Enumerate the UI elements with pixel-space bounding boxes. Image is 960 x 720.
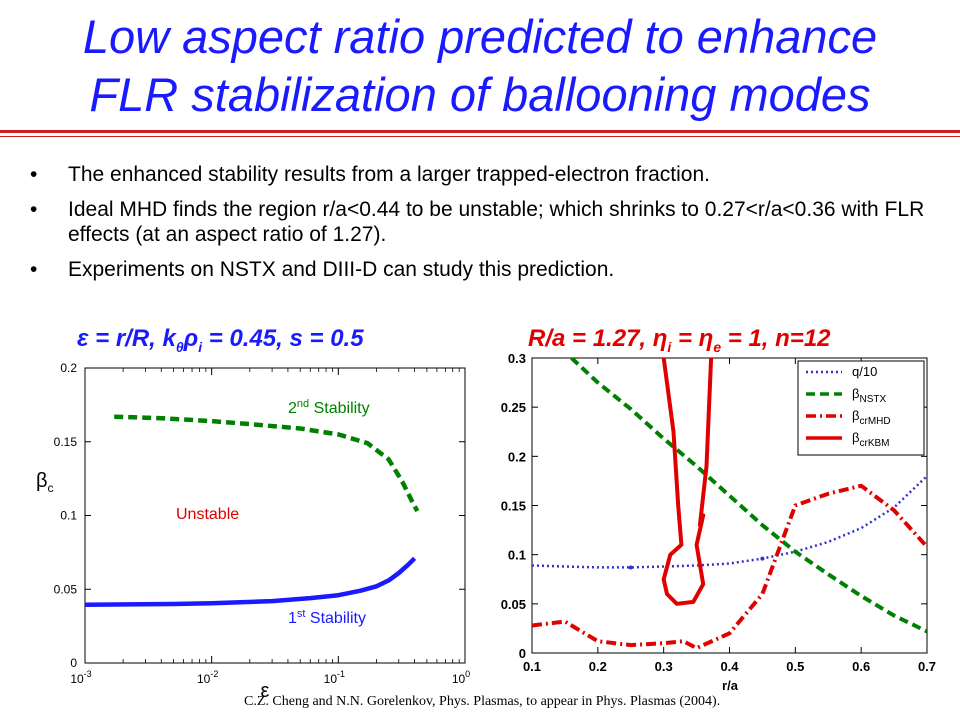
legend-label: q/10 [852, 364, 877, 379]
slide-title-line1: Low aspect ratio predicted to enhance [82, 10, 878, 63]
beta-crkbm-curve [661, 358, 714, 606]
left-chart-caption: ε = r/R, kθρi = 0.45, s = 0.5 [77, 325, 364, 355]
x-tick-label: 10-1 [324, 669, 345, 686]
y-tick-label: 0 [519, 646, 526, 661]
slide-title-line2: FLR stabilization of ballooning modes [89, 68, 871, 121]
legend-label: βNSTX [852, 386, 886, 405]
legend-label: βcrMHD [852, 408, 891, 427]
bullet-list: The enhanced stability results from a la… [30, 162, 930, 292]
y-tick-label: 0.15 [501, 499, 526, 514]
stability-chart: 10-3 10-2 10-1 100 0 0.05 0.1 0.15 0.2 βc ε 2nd Sta… [36, 361, 470, 700]
q-profile-curve [532, 475, 927, 569]
x-tick-label: 10-3 [70, 669, 91, 686]
title-rule-thick [0, 130, 960, 133]
y-tick-label: 0.05 [501, 597, 526, 612]
x-tick-label: 0.5 [786, 659, 804, 674]
y-tick-label: 0.25 [501, 400, 526, 415]
y-tick-label: 0.2 [60, 361, 77, 375]
series-group [532, 358, 927, 651]
x-tick-label: 0.7 [918, 659, 936, 674]
y-tick-label: 0.05 [54, 582, 78, 596]
x-tick-label: 0.1 [523, 659, 541, 674]
beta-nstx-curve [570, 358, 927, 634]
reference-citation: C.Z. Cheng and N.N. Gorelenkov, Phys. Pl… [244, 694, 721, 709]
title-rule-thin [0, 136, 960, 137]
second-stability-curve [114, 414, 420, 513]
y-tick-label: 0.3 [508, 351, 526, 366]
second-stability-label: 2nd Stability [288, 398, 370, 417]
legend: q/10 βNSTX βcrMHD βcrKBM [797, 360, 925, 456]
first-stability-curve [84, 556, 417, 607]
x-tick-label: 0.2 [589, 659, 607, 674]
x-axis-label: ε [261, 680, 270, 700]
bullet-item: Ideal MHD finds the region r/a<0.44 to b… [30, 197, 930, 247]
bullet-item: The enhanced stability results from a la… [30, 162, 930, 187]
y-tick-label: 0 [70, 656, 77, 670]
q-marker [760, 556, 765, 561]
legend-label: βcrKBM [852, 430, 889, 449]
x-tick-label: 0.3 [655, 659, 673, 674]
x-tick-label: 10-2 [197, 669, 218, 686]
q-marker [628, 565, 633, 570]
bullet-item: Experiments on NSTX and DIII-D can study… [30, 257, 930, 282]
first-stability-label: 1st Stability [288, 608, 366, 627]
y-tick-label: 0.2 [508, 449, 526, 464]
y-axis-label: βc [36, 470, 54, 495]
x-tick-label: 0.6 [852, 659, 870, 674]
y-tick-label: 0.1 [508, 548, 526, 563]
x-axis-label: r/a [722, 678, 739, 693]
right-chart-caption: R/a = 1.27, ηi = ηe = 1, n=12 [528, 325, 831, 355]
plot-frame [84, 367, 466, 664]
x-tick-label: 0.4 [720, 659, 739, 674]
y-tick-label: 0.15 [54, 435, 78, 449]
slide-title: Low aspect ratio predicted to enhance FL… [0, 8, 960, 124]
x-tick-label: 100 [452, 669, 470, 686]
profile-chart: 0.1 0.2 0.3 0.4 0.5 0.6 0.7 0 0.05 0.1 0.15 0.2 0.25… [501, 351, 936, 693]
y-tick-label: 0.1 [60, 509, 77, 523]
unstable-label: Unstable [176, 506, 239, 523]
